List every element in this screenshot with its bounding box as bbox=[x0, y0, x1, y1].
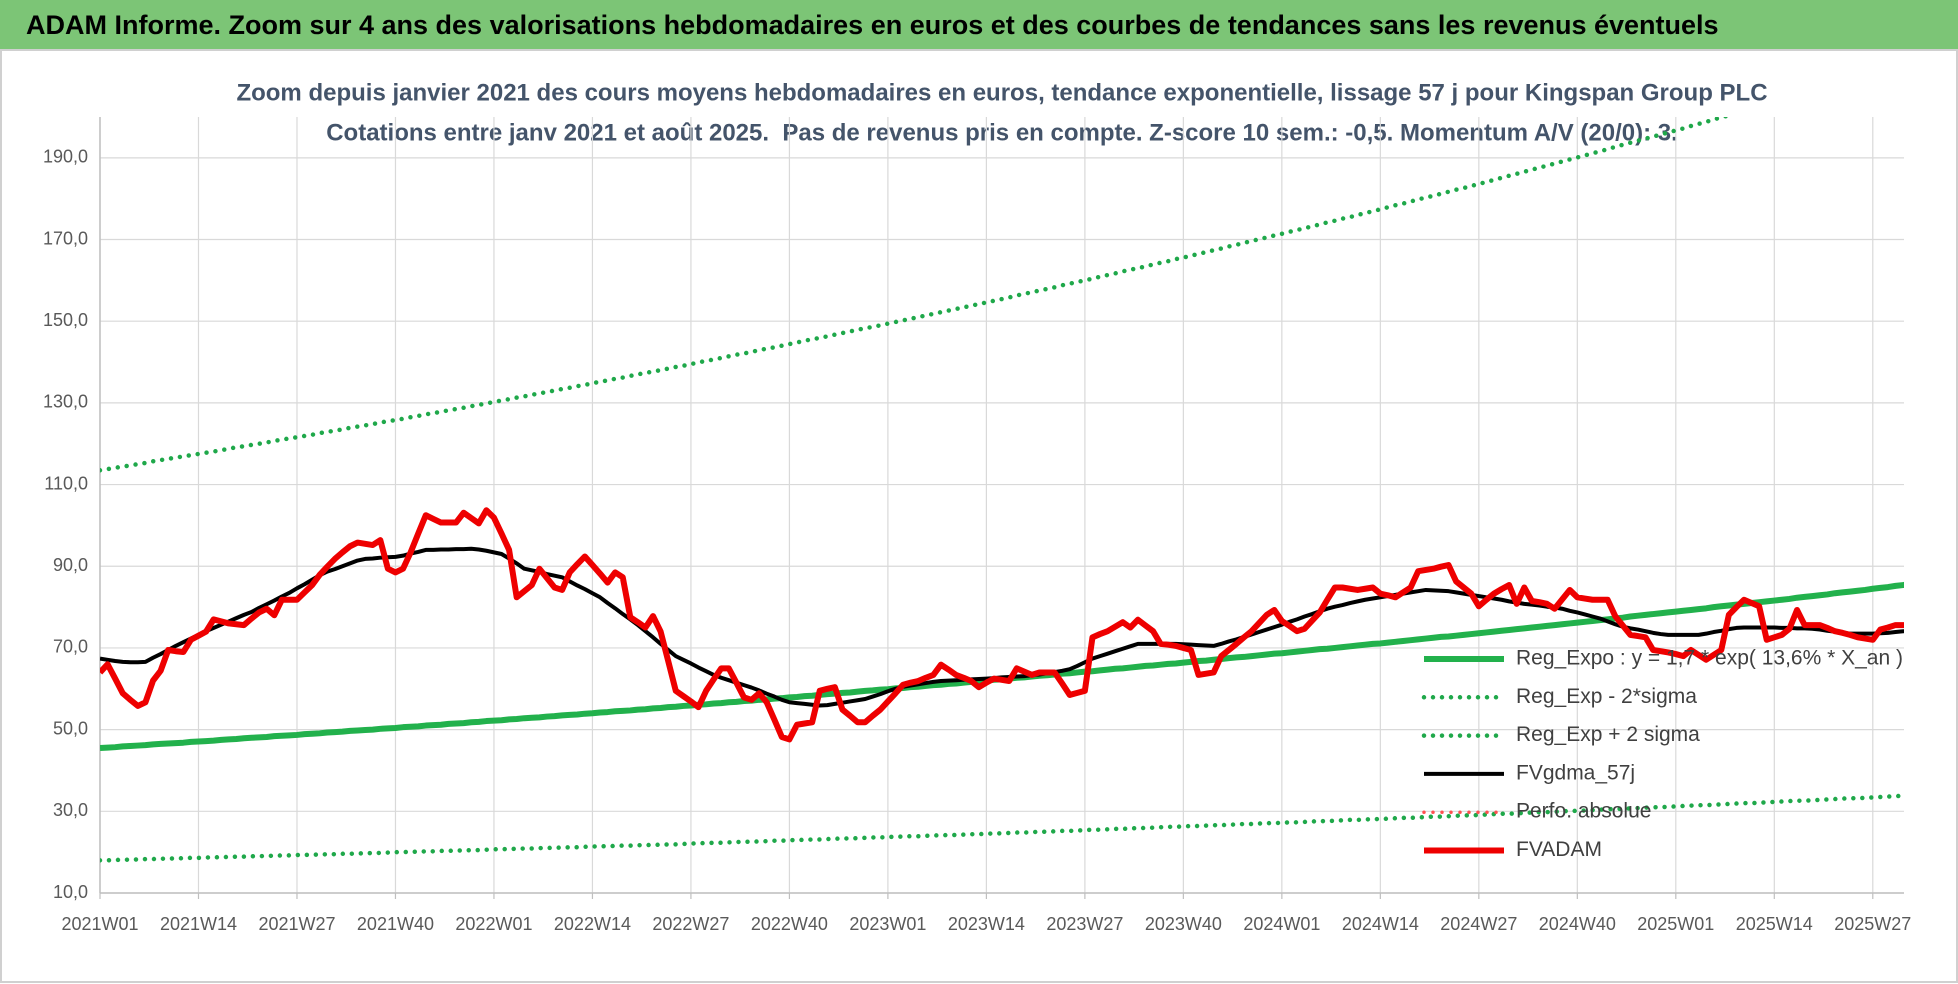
x-tick-label: 2021W40 bbox=[357, 914, 434, 934]
x-tick-label: 2023W14 bbox=[948, 914, 1025, 934]
y-tick-label: 30,0 bbox=[53, 800, 88, 820]
legend-label: FVgdma_57j bbox=[1516, 761, 1635, 784]
x-tick-label: 2025W27 bbox=[1834, 914, 1911, 934]
legend-label: Reg_Expo : y = 1,7 * exp( 13,6% * X_an ) bbox=[1516, 647, 1903, 670]
series-line bbox=[100, 507, 1904, 743]
frame bbox=[0, 49, 1958, 983]
y-tick-label: 70,0 bbox=[53, 637, 88, 657]
chart-subtitle: Cotations entre janv 2021 et août 2025. … bbox=[326, 119, 1678, 146]
y-tick-label: 90,0 bbox=[53, 555, 88, 575]
plot-area bbox=[100, 117, 1904, 863]
legend-label: Perfo. absolue bbox=[1516, 800, 1651, 823]
header-bar bbox=[0, 0, 1958, 50]
y-tick-label: 110,0 bbox=[44, 473, 88, 493]
x-tick-label: 2023W01 bbox=[849, 914, 926, 934]
x-tick-label: 2021W27 bbox=[258, 914, 335, 934]
x-tick-label: 2024W14 bbox=[1342, 914, 1419, 934]
x-tick-label: 2022W14 bbox=[554, 914, 631, 934]
series-line bbox=[100, 793, 1904, 863]
x-tick-label: 2021W01 bbox=[61, 914, 138, 934]
x-tick-label: 2024W27 bbox=[1440, 914, 1517, 934]
y-tick-label: 130,0 bbox=[43, 392, 88, 412]
legend-label: FVADAM bbox=[1516, 838, 1602, 861]
series-line bbox=[100, 546, 1904, 708]
chart-subtitle: Zoom depuis janvier 2021 des cours moyen… bbox=[236, 79, 1767, 106]
y-tick-label: 170,0 bbox=[43, 228, 88, 248]
y-tick-label: 10,0 bbox=[53, 882, 88, 902]
x-tick-label: 2022W40 bbox=[751, 914, 828, 934]
x-tick-label: 2022W01 bbox=[455, 914, 532, 934]
x-tick-label: 2022W27 bbox=[652, 914, 729, 934]
x-tick-label: 2023W27 bbox=[1046, 914, 1123, 934]
x-tick-label: 2025W01 bbox=[1637, 914, 1714, 934]
series-line bbox=[100, 117, 1732, 473]
header-title: ADAM Informe. Zoom sur 4 ans des valoris… bbox=[26, 10, 1719, 40]
x-tick-label: 2024W40 bbox=[1539, 914, 1616, 934]
legend-label: Reg_Exp + 2 sigma bbox=[1516, 723, 1700, 746]
x-tick-label: 2021W14 bbox=[160, 914, 237, 934]
y-tick-label: 50,0 bbox=[53, 718, 88, 738]
x-tick-label: 2025W14 bbox=[1736, 914, 1813, 934]
legend-label: Reg_Exp - 2*sigma bbox=[1516, 685, 1697, 708]
y-tick-label: 190,0 bbox=[43, 147, 88, 167]
x-tick-label: 2024W01 bbox=[1243, 914, 1320, 934]
y-tick-label: 150,0 bbox=[43, 310, 88, 330]
x-tick-label: 2023W40 bbox=[1145, 914, 1222, 934]
